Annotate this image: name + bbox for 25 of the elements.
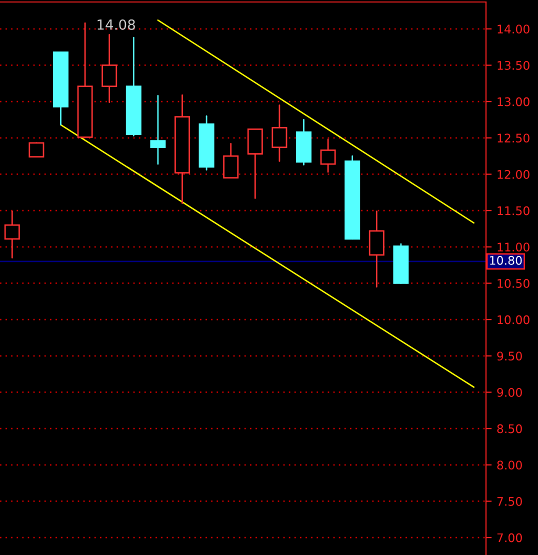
candlestick bbox=[272, 104, 288, 162]
candlestick bbox=[223, 143, 239, 179]
y-tick-label: 12.00 bbox=[498, 170, 530, 179]
candlestick bbox=[4, 210, 20, 258]
annotation: 14.08 bbox=[98, 19, 135, 30]
candlestick bbox=[320, 138, 336, 173]
candlestick bbox=[102, 34, 118, 103]
y-tick-label: 12.50 bbox=[498, 134, 530, 143]
y-tick-label: 8.00 bbox=[497, 460, 522, 470]
ref-line-label: 10.80 bbox=[490, 256, 522, 265]
y-tick-label: 9.00 bbox=[497, 388, 522, 397]
y-tick-label: 10.00 bbox=[498, 315, 530, 324]
candlestick bbox=[28, 142, 44, 158]
y-tick-label: 11.50 bbox=[498, 206, 530, 216]
candlestick bbox=[150, 95, 166, 165]
y-tick-label: 9.50 bbox=[497, 352, 522, 361]
candlestick bbox=[368, 210, 384, 288]
y-tick-label: 7.00 bbox=[497, 533, 522, 542]
y-tick-label: 11.00 bbox=[498, 242, 530, 252]
y-tick-label: 13.50 bbox=[498, 60, 530, 70]
y-tick-label: 13.00 bbox=[498, 97, 530, 106]
y-tick-label: 10.50 bbox=[498, 278, 530, 288]
y-tick-label: 8.50 bbox=[497, 424, 522, 434]
y-tick-label: 7.50 bbox=[497, 496, 522, 506]
y-tick-label: 14.00 bbox=[498, 24, 530, 34]
